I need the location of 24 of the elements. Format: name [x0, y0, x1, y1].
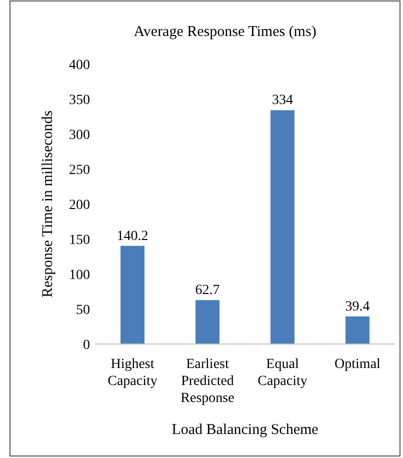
y-tick-label: 400	[69, 58, 90, 73]
data-label: 334	[272, 93, 293, 108]
y-tick-label: 200	[69, 198, 90, 213]
chart-title: Average Response Times (ms)	[134, 24, 316, 40]
y-tick-label: 100	[69, 268, 90, 283]
x-tick-label: Highest Capacity	[108, 357, 158, 389]
y-tick-label: 300	[69, 128, 90, 143]
bar	[270, 110, 294, 344]
y-tick-label: 150	[69, 232, 90, 248]
y-tick-label: 50	[76, 302, 90, 318]
data-label: 39.4	[345, 299, 370, 314]
y-axis-title: Response Time in milliseconds	[40, 110, 56, 298]
bar	[346, 316, 370, 344]
bar	[120, 246, 144, 344]
y-tick-label: 0	[83, 338, 90, 353]
bar	[196, 300, 220, 344]
x-axis-title: Load Balancing Scheme	[172, 422, 319, 438]
data-label: 62.7	[195, 283, 220, 298]
y-tick-label: 250	[69, 162, 90, 178]
y-tick-label: 350	[69, 92, 90, 108]
data-label: 140.2	[116, 228, 148, 244]
x-tick-label: Earliest Predicted Response	[180, 357, 234, 406]
x-tick-label: Equal Capacity	[258, 357, 308, 389]
x-tick-label: Optimal	[334, 357, 381, 372]
